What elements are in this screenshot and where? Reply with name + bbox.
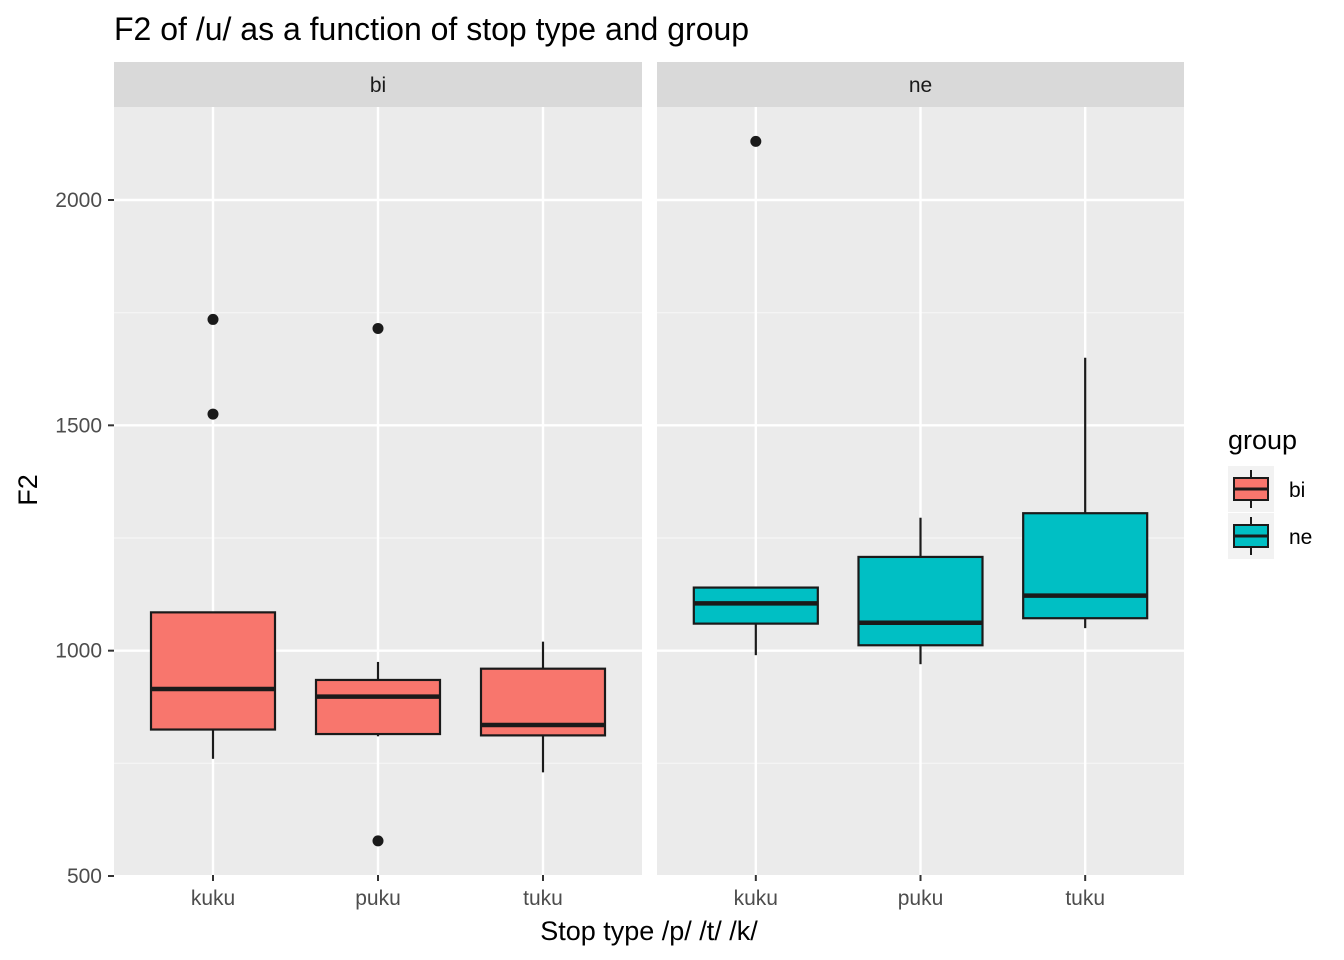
x-tick-label: tuku xyxy=(523,887,563,910)
box-iqr xyxy=(314,678,442,736)
y-tick-label: 1500 xyxy=(55,414,102,437)
box-ne-kuku xyxy=(692,135,819,656)
outlier-point xyxy=(207,408,219,420)
x-tick-label: puku xyxy=(355,887,401,910)
facet-strip xyxy=(114,62,642,107)
x-axis-title: Stop type /p/ /t/ /k/ xyxy=(540,916,758,946)
facet-strip xyxy=(657,62,1184,107)
y-axis: 500 1000 1500 2000 xyxy=(55,189,114,888)
box-bi-kuku xyxy=(149,313,277,759)
legend-label: ne xyxy=(1289,526,1312,549)
legend: group bi ne xyxy=(1228,425,1312,559)
facet-strip-label: bi xyxy=(370,74,386,97)
outlier-point xyxy=(207,313,219,325)
x-tick-label: kuku xyxy=(734,887,778,910)
legend-item-ne: ne xyxy=(1228,513,1312,559)
outlier-point xyxy=(372,835,384,847)
box-iqr xyxy=(1022,512,1149,620)
outlier-point xyxy=(750,135,762,147)
facet-panels: bi kuku puku tuku ne kuku puku tuku xyxy=(114,62,1184,910)
box-iqr xyxy=(692,586,819,625)
y-tick-label: 500 xyxy=(67,865,102,888)
y-tick-label: 2000 xyxy=(55,189,102,212)
box-ne-puku xyxy=(857,517,984,665)
legend-item-bi: bi xyxy=(1228,466,1305,512)
chart-title: F2 of /u/ as a function of stop type and… xyxy=(114,11,749,47)
box-bi-tuku xyxy=(479,641,607,773)
y-tick-label: 1000 xyxy=(55,640,102,663)
y-axis-title: F2 xyxy=(13,474,43,506)
facet-panel-bi: bi kuku puku tuku xyxy=(114,62,642,910)
facet-panel-ne: ne kuku puku tuku xyxy=(657,62,1184,910)
facet-strip-label: ne xyxy=(909,74,932,97)
box-iqr xyxy=(857,555,984,647)
outlier-point xyxy=(372,322,384,334)
box-ne-tuku xyxy=(1022,357,1149,629)
legend-title: group xyxy=(1228,425,1297,455)
legend-label: bi xyxy=(1289,479,1305,502)
x-tick-label: kuku xyxy=(191,887,235,910)
box-bi-puku xyxy=(314,322,442,847)
x-tick-label: puku xyxy=(898,887,944,910)
box-iqr xyxy=(149,611,277,731)
x-tick-label: tuku xyxy=(1065,887,1105,910)
